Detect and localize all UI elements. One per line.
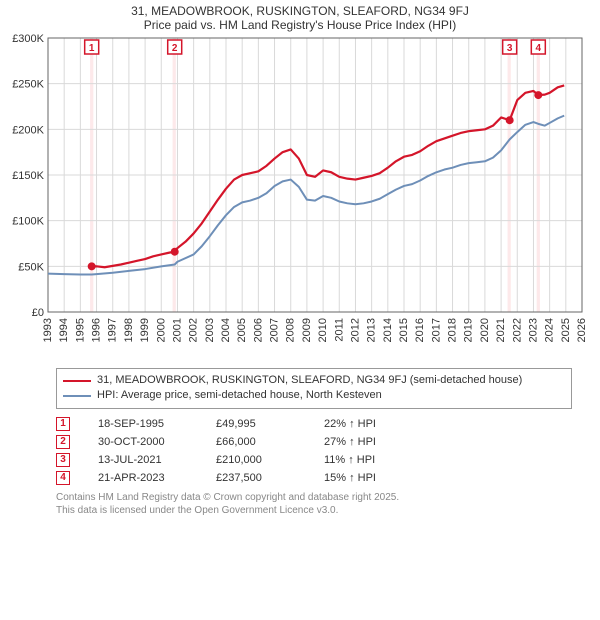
- transaction-pct: 22% ↑ HPI: [324, 418, 414, 430]
- transaction-pct: 27% ↑ HPI: [324, 436, 414, 448]
- svg-text:2006: 2006: [252, 318, 264, 342]
- footer-line2: This data is licensed under the Open Gov…: [56, 504, 572, 517]
- svg-text:4: 4: [536, 43, 542, 54]
- svg-text:2010: 2010: [317, 318, 329, 342]
- transaction-row: 2 30-OCT-2000 £66,000 27% ↑ HPI: [56, 435, 572, 449]
- svg-text:2014: 2014: [382, 318, 394, 342]
- svg-text:2: 2: [172, 43, 178, 54]
- svg-text:£50K: £50K: [18, 261, 44, 273]
- svg-text:2019: 2019: [463, 318, 475, 342]
- title-address: 31, MEADOWBROOK, RUSKINGTON, SLEAFORD, N…: [0, 4, 600, 18]
- svg-text:2023: 2023: [527, 318, 539, 342]
- svg-text:2009: 2009: [301, 318, 313, 342]
- legend-label: 31, MEADOWBROOK, RUSKINGTON, SLEAFORD, N…: [97, 373, 522, 388]
- svg-text:2026: 2026: [576, 318, 588, 342]
- svg-text:2022: 2022: [511, 318, 523, 342]
- svg-text:2017: 2017: [430, 318, 442, 342]
- svg-text:£0: £0: [32, 307, 44, 319]
- legend-label: HPI: Average price, semi-detached house,…: [97, 388, 382, 403]
- svg-text:2020: 2020: [479, 318, 491, 342]
- svg-text:2012: 2012: [349, 318, 361, 342]
- transaction-marker: 4: [56, 471, 70, 485]
- svg-text:2024: 2024: [544, 318, 556, 342]
- svg-text:£250K: £250K: [12, 79, 44, 91]
- transaction-date: 18-SEP-1995: [98, 418, 188, 430]
- svg-text:£150K: £150K: [12, 170, 44, 182]
- svg-text:1997: 1997: [107, 318, 119, 342]
- transaction-price: £237,500: [216, 472, 296, 484]
- transaction-row: 4 21-APR-2023 £237,500 15% ↑ HPI: [56, 471, 572, 485]
- svg-text:2015: 2015: [398, 318, 410, 342]
- svg-text:2018: 2018: [447, 318, 459, 342]
- footer-line1: Contains HM Land Registry data © Crown c…: [56, 491, 572, 504]
- svg-text:2013: 2013: [366, 318, 378, 342]
- legend: 31, MEADOWBROOK, RUSKINGTON, SLEAFORD, N…: [56, 368, 572, 409]
- svg-text:£300K: £300K: [12, 33, 44, 45]
- transaction-price: £66,000: [216, 436, 296, 448]
- svg-text:1994: 1994: [58, 318, 70, 342]
- svg-text:1995: 1995: [74, 318, 86, 342]
- transaction-marker: 2: [56, 435, 70, 449]
- svg-text:1993: 1993: [42, 318, 54, 342]
- legend-item: HPI: Average price, semi-detached house,…: [63, 388, 565, 403]
- svg-text:2000: 2000: [155, 318, 167, 342]
- transaction-row: 3 13-JUL-2021 £210,000 11% ↑ HPI: [56, 453, 572, 467]
- transaction-date: 21-APR-2023: [98, 472, 188, 484]
- legend-swatch: [63, 395, 91, 397]
- price-chart: £0 £50K £100K £150K £200K £250K £300K 1993 1994 1…: [0, 32, 600, 362]
- svg-text:1996: 1996: [91, 318, 103, 342]
- transaction-pct: 11% ↑ HPI: [324, 454, 414, 466]
- svg-text:2021: 2021: [495, 318, 507, 342]
- svg-text:£100K: £100K: [12, 216, 44, 228]
- svg-text:1998: 1998: [123, 318, 135, 342]
- svg-text:2002: 2002: [188, 318, 200, 342]
- svg-text:1: 1: [89, 43, 95, 54]
- legend-swatch: [63, 380, 91, 382]
- legend-item: 31, MEADOWBROOK, RUSKINGTON, SLEAFORD, N…: [63, 373, 565, 388]
- transaction-price: £210,000: [216, 454, 296, 466]
- svg-text:3: 3: [507, 43, 513, 54]
- svg-text:2003: 2003: [204, 318, 216, 342]
- svg-text:2016: 2016: [414, 318, 426, 342]
- svg-text:£200K: £200K: [12, 124, 44, 136]
- svg-text:2008: 2008: [285, 318, 297, 342]
- svg-text:2004: 2004: [220, 318, 232, 342]
- svg-text:1999: 1999: [139, 318, 151, 342]
- svg-text:2001: 2001: [171, 318, 183, 342]
- transaction-date: 30-OCT-2000: [98, 436, 188, 448]
- transaction-date: 13-JUL-2021: [98, 454, 188, 466]
- transaction-pct: 15% ↑ HPI: [324, 472, 414, 484]
- svg-text:2011: 2011: [333, 318, 345, 342]
- transactions-table: 1 18-SEP-1995 £49,995 22% ↑ HPI 2 30-OCT-2000…: [56, 417, 572, 485]
- transaction-marker: 3: [56, 453, 70, 467]
- title-subtitle: Price paid vs. HM Land Registry's House …: [0, 18, 600, 32]
- transaction-row: 1 18-SEP-1995 £49,995 22% ↑ HPI: [56, 417, 572, 431]
- svg-text:2007: 2007: [269, 318, 281, 342]
- transaction-price: £49,995: [216, 418, 296, 430]
- svg-text:2025: 2025: [560, 318, 572, 342]
- footer-attribution: Contains HM Land Registry data © Crown c…: [56, 491, 572, 517]
- transaction-marker: 1: [56, 417, 70, 431]
- svg-text:2005: 2005: [236, 318, 248, 342]
